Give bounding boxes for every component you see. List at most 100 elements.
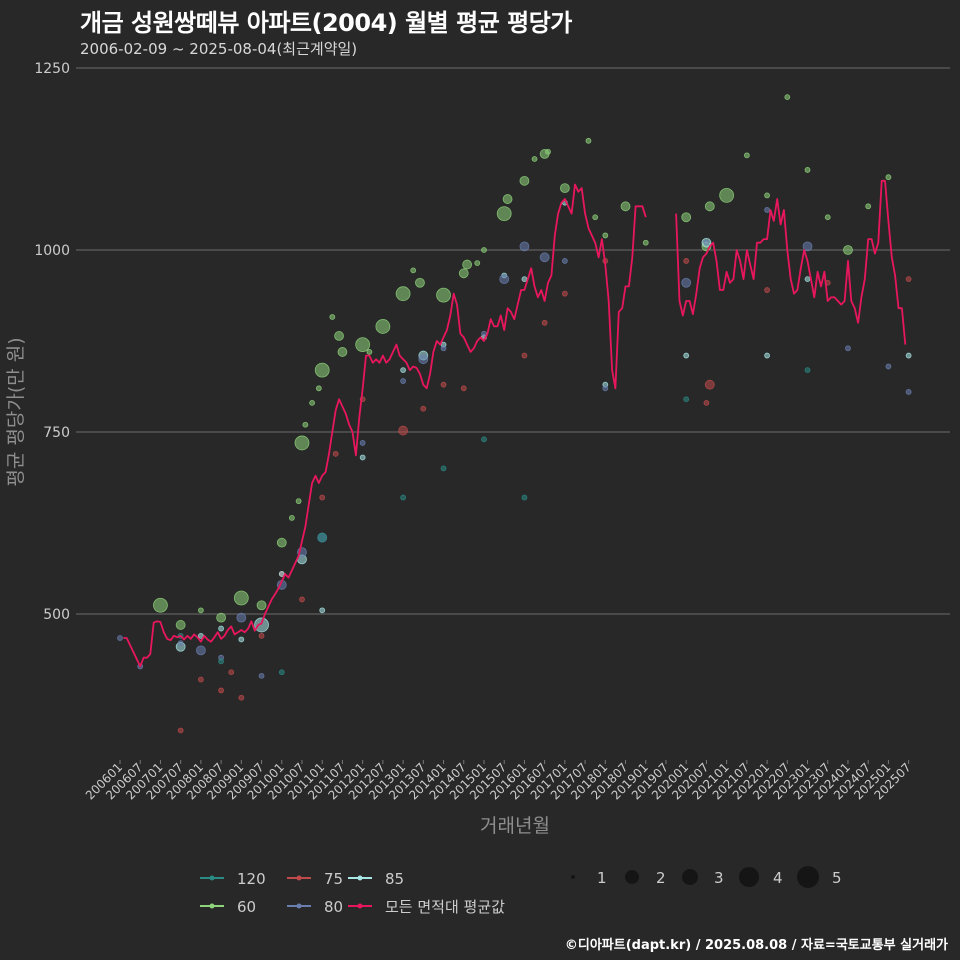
size-legend-label: 2 — [656, 869, 666, 887]
data-point-60 — [865, 203, 872, 210]
data-point-60 — [337, 347, 348, 357]
data-point-80 — [561, 258, 568, 264]
data-point-75 — [218, 687, 225, 694]
legend-label: 75 — [324, 870, 343, 888]
data-point-60 — [719, 187, 735, 203]
data-point-75 — [238, 694, 245, 701]
series-line-average — [123, 179, 907, 668]
color-legend: 120 75 85 60 80 모든 면적대 평균값 — [200, 870, 505, 916]
data-point-85 — [254, 617, 269, 633]
data-point-120 — [804, 367, 811, 374]
data-point-60 — [175, 620, 186, 630]
legend-swatch-dot — [296, 875, 302, 881]
data-point-60 — [843, 245, 853, 255]
data-point-85 — [218, 625, 225, 632]
legend-swatch-dot — [209, 903, 215, 909]
data-point-80 — [602, 385, 609, 392]
size-legend-label: 3 — [714, 869, 724, 887]
data-point-80 — [195, 645, 206, 656]
data-point-60 — [415, 277, 425, 288]
data-point-60 — [620, 201, 631, 212]
scatter-points — [117, 94, 912, 734]
data-point-60 — [302, 421, 309, 428]
data-point-75 — [420, 405, 427, 412]
data-point-80 — [499, 274, 510, 285]
data-point-85 — [359, 454, 366, 461]
data-point-85 — [683, 352, 690, 359]
data-point-120 — [683, 396, 690, 403]
data-point-60 — [233, 590, 249, 606]
size-legend-circle — [571, 875, 575, 879]
data-point-85 — [905, 352, 912, 359]
legend-label: 모든 면적대 평균값 — [385, 898, 505, 916]
data-point-60 — [315, 385, 322, 392]
data-point-60 — [329, 314, 336, 320]
data-point-60 — [496, 206, 512, 222]
average-line — [123, 179, 907, 668]
data-point-80 — [681, 277, 692, 288]
data-point-60 — [462, 259, 473, 270]
data-point-75 — [460, 385, 467, 392]
data-point-75 — [703, 399, 710, 406]
data-point-60 — [288, 515, 295, 521]
data-point-80 — [845, 345, 851, 352]
data-point-60 — [458, 268, 469, 279]
data-point-80 — [703, 239, 710, 246]
data-point-80 — [418, 354, 429, 365]
y-tick-label: 1250 — [34, 61, 70, 77]
data-point-80 — [802, 241, 813, 252]
legend-label: 120 — [237, 870, 266, 888]
legend-label: 85 — [385, 870, 404, 888]
data-point-75 — [398, 425, 408, 436]
data-point-60 — [436, 287, 451, 303]
data-point-85 — [804, 276, 811, 283]
legend-swatch-dot — [357, 903, 363, 909]
data-point-60 — [276, 537, 287, 548]
data-point-75 — [319, 494, 326, 501]
data-point-120 — [521, 494, 528, 501]
data-point-60 — [602, 232, 609, 239]
data-point-60 — [681, 212, 692, 223]
data-point-60 — [375, 319, 391, 334]
data-point-75 — [704, 379, 715, 390]
data-point-80 — [539, 252, 550, 263]
data-point-60 — [519, 175, 530, 186]
y-axis-label: 평균 평당가(만 원) — [5, 337, 27, 486]
data-point-120 — [278, 669, 285, 676]
data-point-85 — [521, 276, 528, 283]
legend-swatch-dot — [209, 875, 215, 881]
data-point-80 — [359, 440, 366, 446]
data-point-60 — [309, 399, 316, 406]
data-point-60 — [295, 498, 302, 505]
data-point-60 — [704, 201, 715, 212]
data-point-80 — [236, 612, 247, 623]
size-legend-label: 5 — [832, 869, 842, 887]
data-point-80 — [905, 389, 912, 395]
size-legend: 1 2 3 4 5 — [571, 866, 842, 888]
data-point-60 — [355, 337, 371, 353]
data-point-75 — [541, 319, 548, 326]
data-point-85 — [319, 607, 326, 614]
data-point-60 — [481, 247, 487, 253]
data-point-80 — [764, 207, 770, 213]
legend-swatch-dot — [296, 903, 302, 909]
data-point-75 — [521, 352, 528, 359]
data-point-60 — [334, 331, 344, 341]
data-point-60 — [216, 612, 227, 623]
data-point-60 — [294, 435, 310, 451]
data-point-60 — [502, 194, 513, 204]
data-point-85 — [764, 352, 770, 359]
data-point-120 — [400, 494, 406, 501]
y-tick-label: 750 — [43, 425, 70, 441]
data-point-60 — [559, 183, 570, 194]
data-point-60 — [885, 174, 892, 181]
data-point-80 — [440, 345, 447, 352]
data-point-75 — [197, 676, 204, 683]
data-point-120 — [218, 658, 225, 665]
data-point-60 — [804, 167, 811, 173]
legend-label: 80 — [324, 898, 343, 916]
data-point-75 — [440, 381, 447, 388]
data-point-60 — [743, 152, 750, 159]
data-point-60 — [764, 192, 770, 199]
data-point-60 — [824, 214, 831, 221]
